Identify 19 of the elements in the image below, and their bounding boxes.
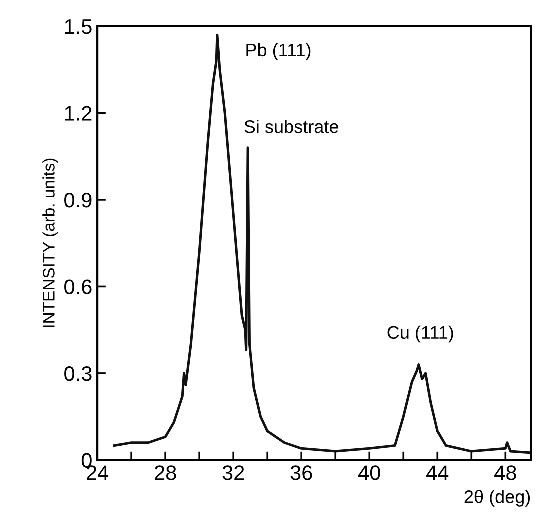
- x-tick-label: 36: [290, 466, 312, 480]
- x-tick-label: 32: [222, 466, 244, 480]
- x-tick-label: 28: [155, 466, 176, 480]
- y-tick-label: 1.2: [65, 106, 92, 121]
- annotation: Pb (111): [246, 43, 311, 60]
- y-axis-title: INTENSITY (arb. units): [42, 158, 58, 328]
- y-tick-label: 1.5: [65, 20, 92, 34]
- annotation: Si substrate: [244, 120, 338, 134]
- line-series: [113, 34, 532, 454]
- annotation: Cu (111): [388, 326, 454, 343]
- x-tick-label: 24: [87, 466, 109, 480]
- y-tick-label: 0: [82, 453, 92, 468]
- x-tick-label: 44: [426, 466, 449, 480]
- y-tick-label: 0.6: [64, 280, 92, 294]
- x-axis-title: 2θ (deg): [464, 490, 530, 507]
- x-tick-label: 48: [494, 466, 516, 480]
- y-tick-label: 0.9: [64, 192, 92, 208]
- y-tick-label: 0.3: [64, 366, 92, 382]
- x-tick-label: 40: [358, 466, 380, 480]
